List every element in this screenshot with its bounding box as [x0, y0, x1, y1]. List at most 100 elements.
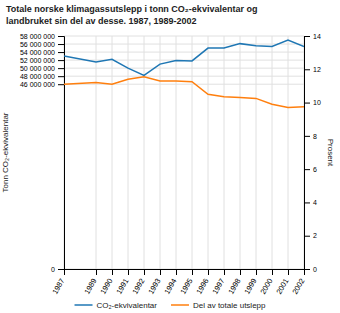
- tick-label: 56 000 000: [20, 41, 55, 48]
- legend-label: Del av totale utslepp: [193, 301, 266, 310]
- grid-line: [288, 36, 289, 269]
- tick: 1996: [194, 269, 210, 296]
- tick-label: 52 000 000: [20, 57, 55, 64]
- grid: [64, 36, 304, 269]
- tick-mark: [288, 269, 289, 275]
- tick: 6: [304, 166, 317, 173]
- tick-label: 1994: [162, 277, 178, 296]
- tick-label: 58 000 000: [20, 33, 55, 40]
- y2-axis: 0 2 4 6 8 10 12 14: [304, 33, 321, 273]
- tick: 46 000 000: [20, 81, 64, 88]
- tick-mark: [176, 269, 177, 275]
- axis-line: [65, 270, 305, 276]
- tick-label: 1999: [242, 277, 258, 296]
- tick-label: 2000: [258, 277, 274, 296]
- tick-label: 1992: [130, 277, 146, 296]
- grid-line: [64, 84, 304, 85]
- tick: 1998: [226, 269, 242, 296]
- grid-line: [64, 52, 304, 53]
- tick-label: 1993: [146, 277, 162, 296]
- tick-label: 1991: [114, 277, 130, 296]
- tick: 1994: [162, 269, 178, 296]
- tick-label: 8: [313, 133, 317, 140]
- tick-label: 2001: [274, 277, 290, 296]
- title-line: Totale norske klimagassutslepp i tonn CO…: [6, 4, 257, 14]
- tick: 4: [304, 199, 317, 206]
- tick-label: 4: [313, 199, 317, 206]
- tick: 58 000 000: [20, 33, 64, 40]
- tick-label: 0: [51, 266, 55, 273]
- tick: 2: [304, 232, 317, 239]
- tick-mark: [304, 236, 310, 237]
- tick: 12: [304, 66, 321, 73]
- tick-mark: [160, 269, 161, 275]
- tick-label: 1998: [226, 277, 242, 296]
- tick-label: 1996: [194, 277, 210, 296]
- tick-mark: [58, 52, 64, 53]
- plot: 1987198919901991199219931994199519961997…: [1, 33, 335, 296]
- y-axis: 0 46 000 00048 000 00050 000 00052 000 00…: [20, 33, 65, 273]
- tick: 56 000 000: [20, 41, 64, 48]
- tick: 10: [304, 99, 321, 106]
- grid-line: [160, 36, 161, 269]
- legend: CO₂-ekvivalentar Del av totale utslepp: [75, 301, 267, 310]
- tick-label: 1995: [178, 277, 194, 296]
- tick-label: 10: [313, 99, 321, 106]
- tick-mark: [58, 76, 64, 77]
- tick-mark: [58, 68, 64, 69]
- tick-label: 1990: [98, 277, 114, 296]
- tick-label: 54 000 000: [20, 49, 55, 56]
- tick-label: 6: [313, 166, 317, 173]
- tick: 1990: [98, 269, 114, 296]
- tick-mark: [272, 269, 273, 275]
- lines: [64, 40, 304, 108]
- axis-line: [305, 37, 311, 270]
- title: Totale norske klimagassutslepp i tonn CO…: [6, 4, 257, 26]
- tick: 2001: [274, 269, 290, 296]
- series-line: [64, 40, 304, 75]
- series-line: [64, 77, 304, 108]
- tick: 0: [51, 266, 64, 273]
- tick: 50 000 000: [20, 65, 64, 72]
- grid-line: [144, 36, 145, 269]
- title-line: landbruket sin del av desse. 1987, 1989-…: [6, 16, 197, 26]
- tick-label: 1997: [210, 277, 226, 296]
- grid-line: [64, 44, 304, 45]
- tick: 1997: [210, 269, 226, 296]
- tick-mark: [304, 69, 310, 70]
- x-axis: 1987198919901991199219931994199519961997…: [50, 269, 306, 296]
- tick: 14: [304, 33, 321, 40]
- tick: 48 000 000: [20, 73, 64, 80]
- tick-label: 0: [313, 266, 317, 273]
- tick-mark: [128, 269, 129, 275]
- tick-mark: [256, 269, 257, 275]
- tick-mark: [112, 269, 113, 275]
- tick: 0: [304, 266, 317, 273]
- legend-label: CO₂-ekvivalentar: [97, 301, 158, 310]
- grid-line: [96, 36, 97, 269]
- legend-swatch: [75, 304, 93, 306]
- grid-line: [64, 76, 304, 77]
- grid-line: [224, 36, 225, 269]
- tick: 8: [304, 133, 317, 140]
- tick-mark: [58, 60, 64, 61]
- tick: 1995: [178, 269, 194, 296]
- grid-line: [64, 68, 304, 69]
- tick-mark: [192, 269, 193, 275]
- grid-line: [256, 36, 257, 269]
- tick-mark: [58, 44, 64, 45]
- tick-mark: [304, 202, 310, 203]
- tick: 1991: [114, 269, 130, 296]
- tick-mark: [304, 36, 310, 37]
- grid-line: [192, 36, 193, 269]
- grid-line: [272, 36, 273, 269]
- tick: 2000: [258, 269, 274, 296]
- tick-label: 2002: [290, 277, 306, 296]
- legend-item: CO₂-ekvivalentar: [75, 301, 158, 310]
- grid-line: [64, 36, 304, 37]
- tick-mark: [144, 269, 145, 275]
- grid-line: [240, 36, 241, 269]
- tick-label: 50 000 000: [20, 65, 55, 72]
- tick-mark: [58, 269, 64, 270]
- y-axis-title: Tonn CO₂-ekvivalentar: [1, 112, 10, 192]
